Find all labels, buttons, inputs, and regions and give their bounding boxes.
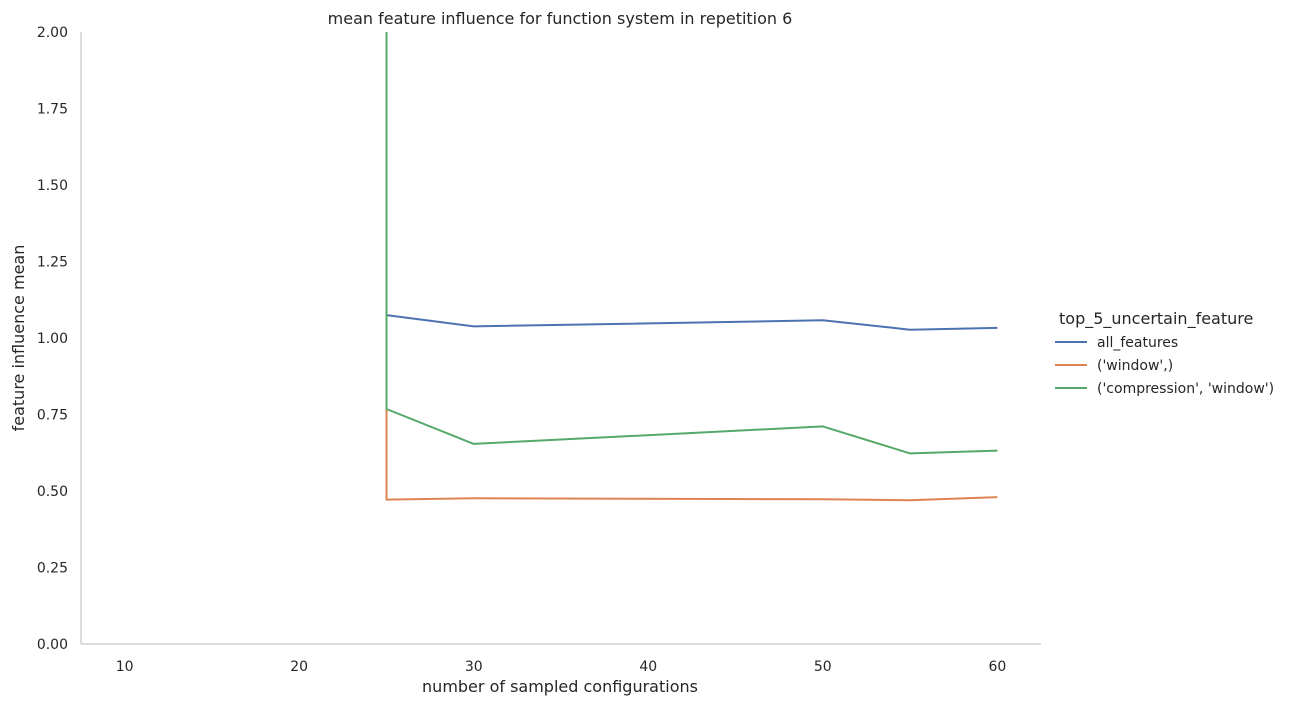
- x-tick-label: 50: [814, 659, 832, 675]
- x-tick-label: 30: [465, 659, 483, 675]
- legend-entry-label: all_features: [1097, 335, 1178, 351]
- series-layer: [385, 32, 998, 502]
- legend-title: top_5_uncertain_feature: [1059, 309, 1253, 329]
- y-tick-label: 1.25: [37, 255, 68, 271]
- y-tick-label: 0.00: [37, 637, 68, 653]
- y-axis-label: feature influence mean: [9, 245, 28, 432]
- x-axis-label: number of sampled configurations: [422, 677, 698, 696]
- x-tick-label: 20: [290, 659, 308, 675]
- legend: top_5_uncertain_feature all_features ('wi…: [1055, 309, 1274, 397]
- y-tick-label: 1.00: [37, 331, 68, 347]
- series-line: [386, 314, 998, 331]
- legend-entry-label: ('window',): [1097, 358, 1173, 374]
- y-tick-label: 2.00: [37, 25, 68, 41]
- y-tick-label: 0.50: [37, 484, 68, 500]
- y-tick-label: 0.75: [37, 408, 68, 424]
- series-line: [385, 399, 998, 502]
- chart-title: mean feature influence for function syst…: [328, 9, 793, 28]
- y-tick-label: 1.50: [37, 178, 68, 194]
- y-tick-label: 0.25: [37, 561, 68, 577]
- x-tick-label: 40: [639, 659, 657, 675]
- y-tick-label: 1.75: [37, 102, 68, 118]
- tick-labels: 10 20 30 40 50 60 0.00 0.25 0.50 0.75 1.00 1.25 1.50…: [37, 25, 1006, 675]
- axes: [80, 32, 1041, 645]
- x-tick-label: 60: [988, 659, 1006, 675]
- x-tick-label: 10: [116, 659, 134, 675]
- legend-entry-label: ('compression', 'window'): [1097, 381, 1274, 397]
- series-line: [385, 32, 998, 455]
